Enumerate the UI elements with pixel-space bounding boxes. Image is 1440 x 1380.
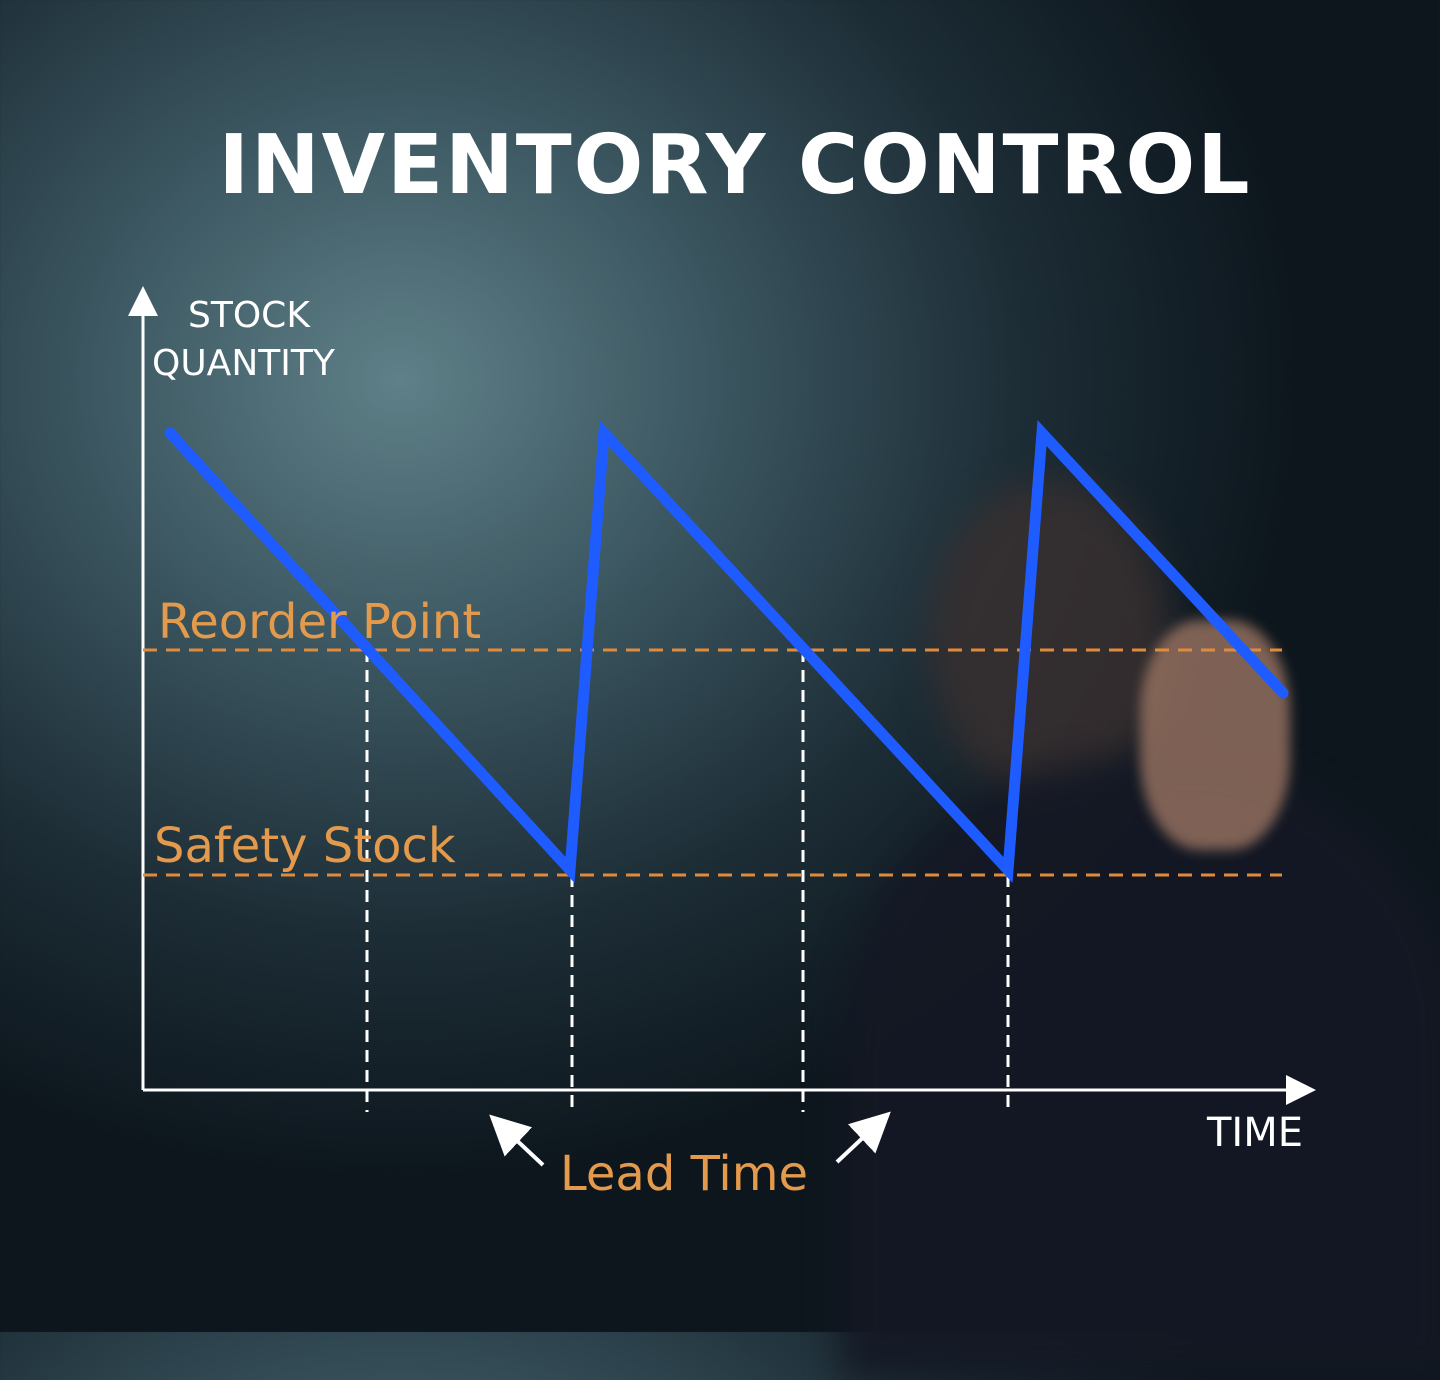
lead-time-label: Lead Time: [560, 1146, 809, 1202]
blurred-person-body: [840, 760, 1440, 1380]
y-axis-label-line1: STOCK: [188, 295, 310, 336]
x-axis-label: TIME: [1207, 1110, 1304, 1156]
y-axis-label-line2: QUANTITY: [152, 343, 335, 384]
stock-level-line: [164, 420, 1289, 884]
lead-time-arrow-left: [489, 1114, 545, 1167]
blurred-person-hand: [1140, 620, 1290, 850]
safety-stock-label: Safety Stock: [154, 818, 456, 874]
lead-time-arrow-right: [835, 1111, 891, 1164]
page-title: INVENTORY CONTROL: [218, 118, 1252, 213]
reorder-point-label: Reorder Point: [158, 594, 482, 650]
inventory-diagram: [128, 286, 1316, 1167]
